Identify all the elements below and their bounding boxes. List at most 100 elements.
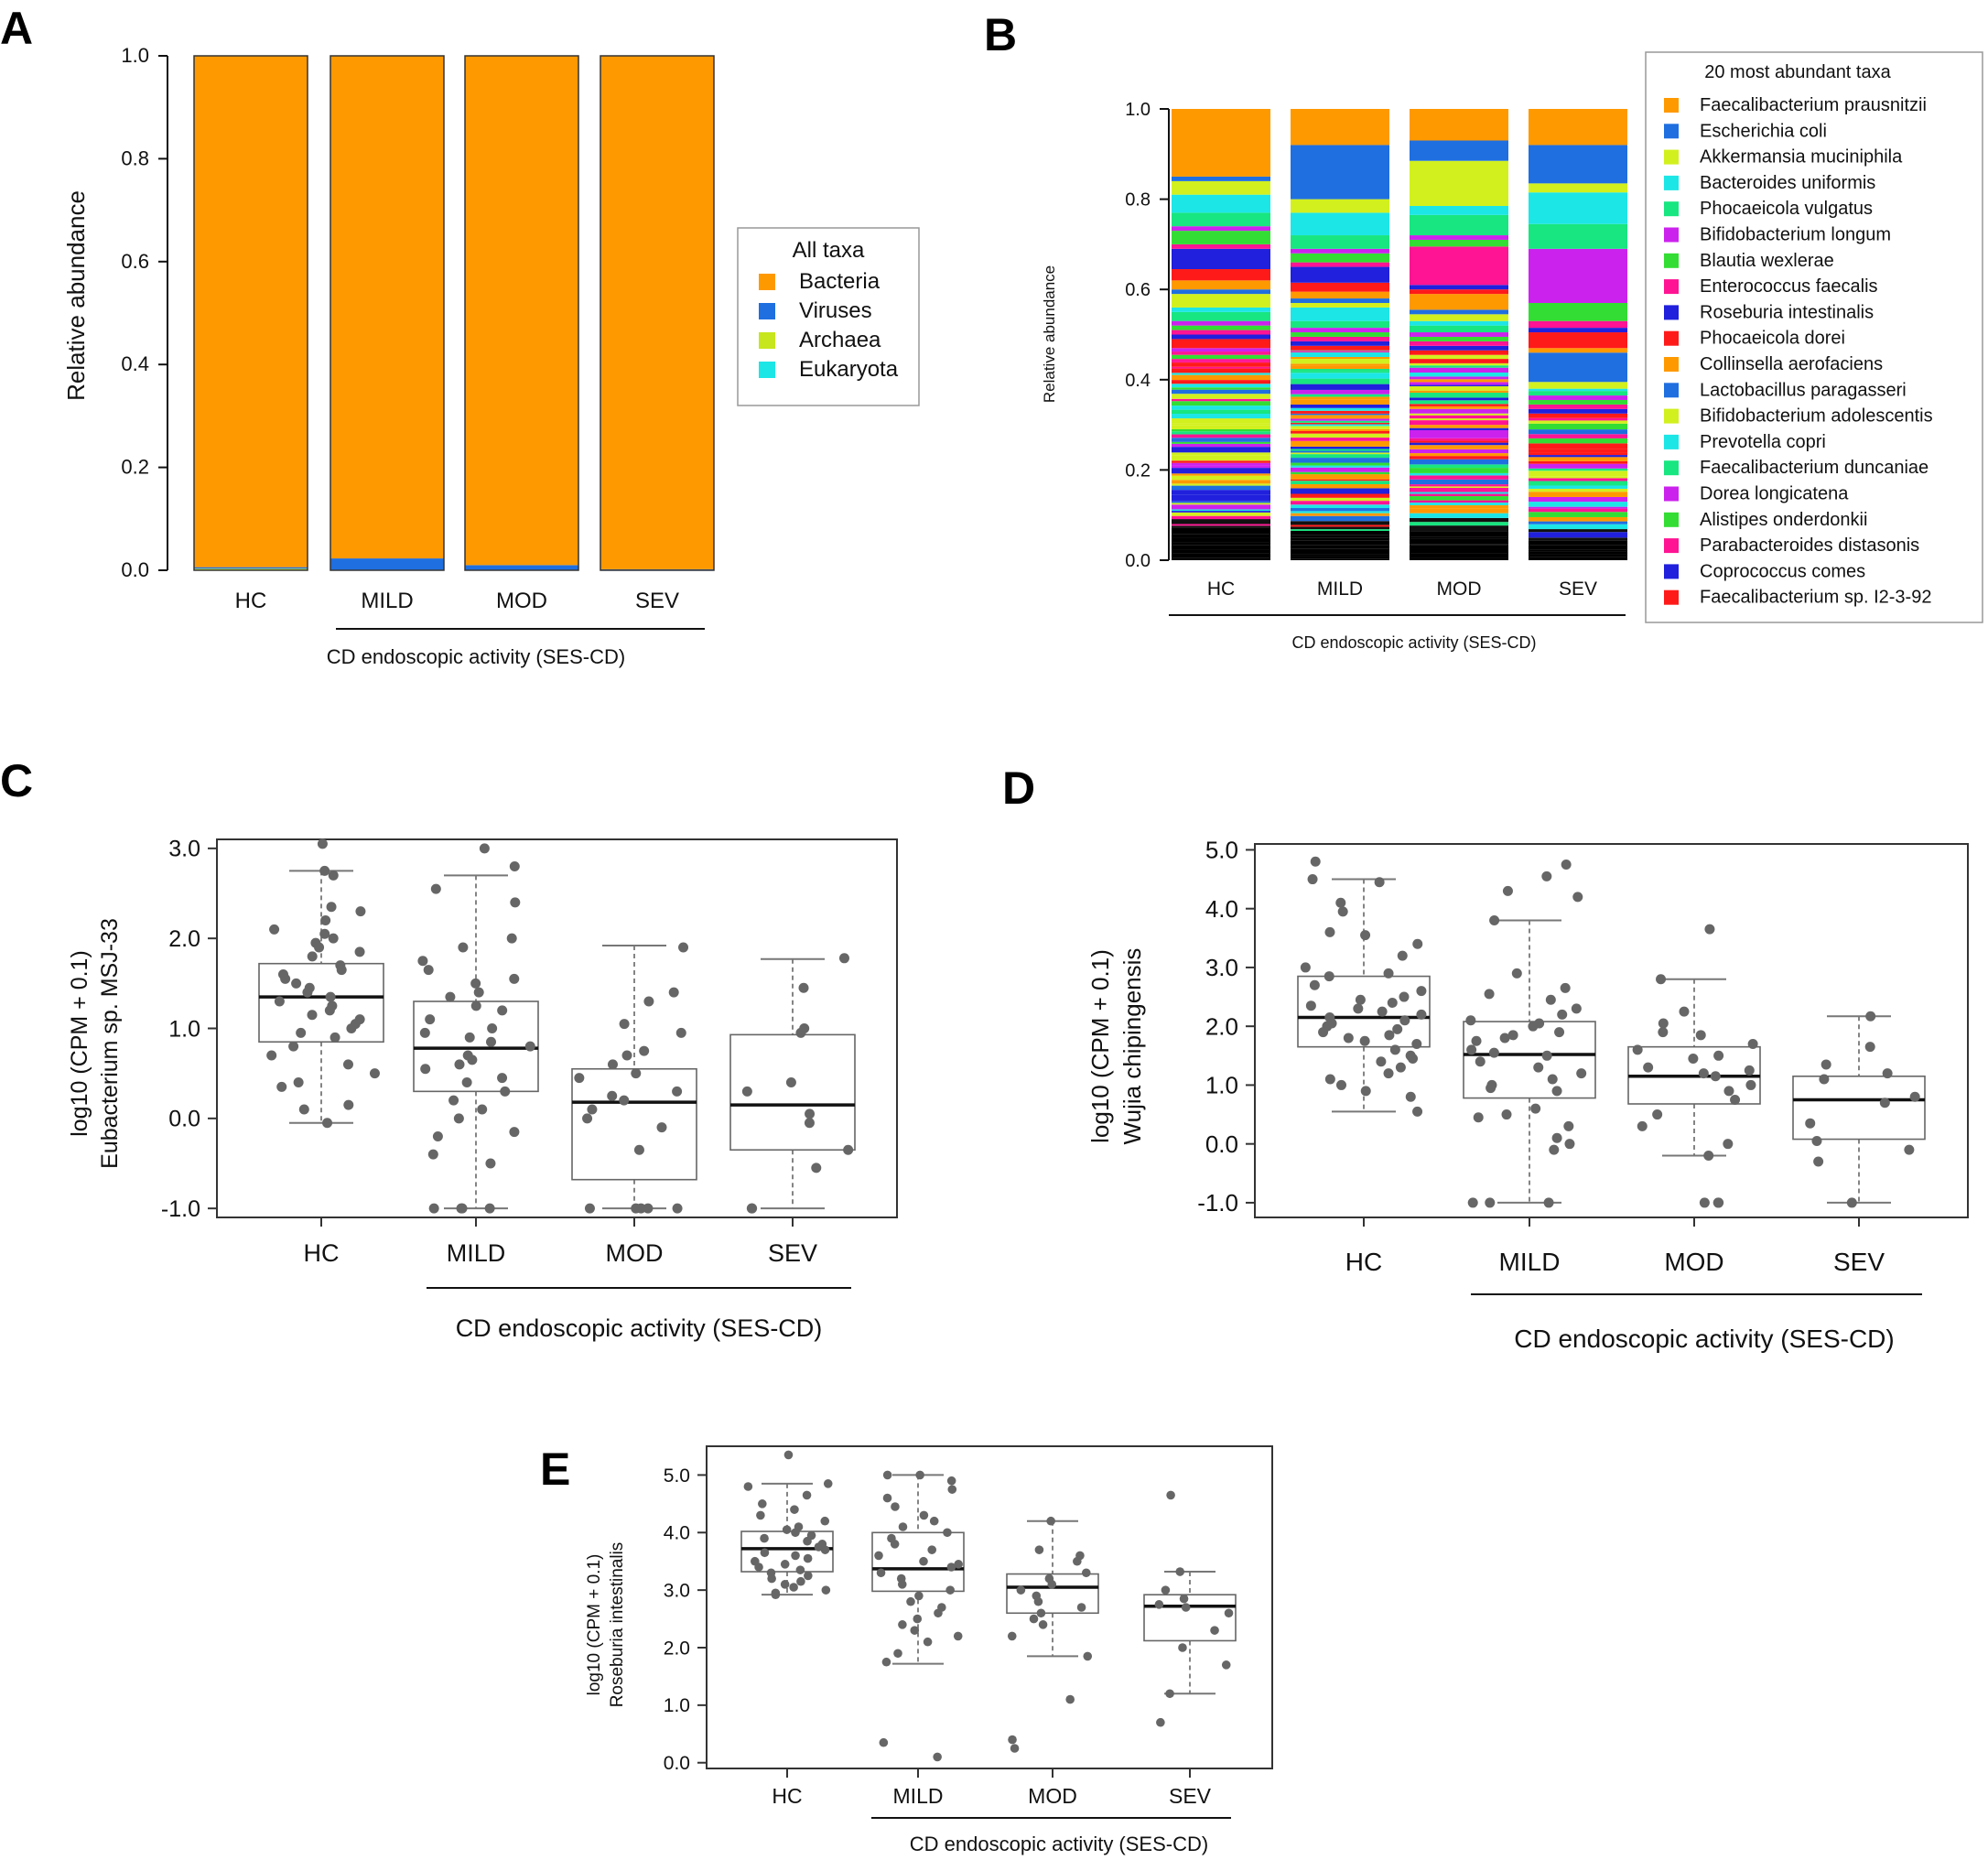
panel-c-data-point <box>524 1041 535 1052</box>
panel-b-other-segment <box>1291 446 1389 449</box>
panel-b-other-segment <box>1172 398 1270 402</box>
panel-b-y-tick-label: 0.0 <box>1125 551 1151 571</box>
panel-e-data-point <box>803 1536 812 1546</box>
panel-b-legend-swatch <box>1664 486 1679 502</box>
panel-d-data-point <box>1343 1033 1354 1044</box>
panel-d-data-point <box>1377 1006 1388 1017</box>
panel-c-data-point <box>811 1162 822 1173</box>
panel-b-other-segment <box>1172 525 1270 528</box>
panel-e-data-point <box>898 1522 908 1531</box>
panel-b-other-segment <box>1529 457 1627 461</box>
panel-b-other-segment <box>1291 426 1389 429</box>
panel-e-data-point <box>898 1620 907 1629</box>
panel-b-other-segment <box>1172 462 1270 466</box>
panel-b-bar-segment <box>1529 348 1627 353</box>
panel-b-other-segment <box>1172 384 1270 388</box>
panel-d-data-point <box>1485 1197 1496 1208</box>
panel-c-data-point <box>747 1203 758 1214</box>
panel-a-legend: All taxa Bacteria Viruses Archaea Eukaryota <box>737 227 920 406</box>
panel-b-other-segment <box>1410 557 1508 560</box>
panel-d-y-tick-label: -1.0 <box>1197 1189 1238 1217</box>
panel-b-other-segment <box>1529 488 1627 492</box>
panel-a-bar-segment <box>600 568 714 570</box>
panel-b-other-segment <box>1410 404 1508 406</box>
panel-e-data-point <box>945 1585 955 1595</box>
panel-c-data-point <box>419 1027 430 1038</box>
panel-b-bar-segment <box>1172 176 1270 181</box>
panel-d-data-point <box>1324 971 1334 982</box>
panel-c-data-point <box>330 1032 340 1043</box>
panel-b-other-segment <box>1529 537 1627 541</box>
panel-e-data-point <box>906 1596 915 1606</box>
panel-c-data-point <box>838 953 849 964</box>
panel-c-data-point <box>458 942 469 953</box>
panel-b-other-segment <box>1529 502 1627 507</box>
panel-b-bar-segment <box>1529 302 1627 321</box>
panel-b-other-segment <box>1172 512 1270 516</box>
panel-b-bar-segment <box>1172 194 1270 213</box>
panel-b-category-label: MOD <box>1437 579 1482 600</box>
panel-b-other-segment <box>1291 465 1389 468</box>
panel-e-y-tick-label: 4.0 <box>664 1523 690 1544</box>
panel-b-other-segment <box>1291 524 1389 527</box>
panel-d-data-point <box>1528 1021 1539 1032</box>
panel-e-data-point <box>1156 1717 1165 1727</box>
panel-c-data-point <box>843 1144 854 1155</box>
panel-b-legend-box <box>1645 51 1983 623</box>
panel-b-other-segment <box>1410 456 1508 460</box>
panel-b-bar-segment <box>1410 332 1508 337</box>
panel-b-other-segment <box>1291 533 1389 535</box>
panel-c-data-point <box>320 915 331 925</box>
panel-b-other-segment <box>1529 470 1627 477</box>
panel-d-data-point <box>1564 1139 1575 1150</box>
panel-e-data-point <box>1046 1516 1055 1526</box>
panel-c-data-point <box>631 1068 642 1079</box>
panel-c-data-point <box>317 838 328 849</box>
panel-d-data-point <box>1747 1038 1758 1049</box>
panel-b-bar-segment <box>1172 226 1270 232</box>
panel-c-category-label: SEV <box>768 1239 817 1267</box>
panel-b-other-segment <box>1410 438 1508 441</box>
panel-b-other-segment <box>1291 351 1389 352</box>
panel-b-other-segment <box>1529 455 1627 458</box>
panel-d-data-point <box>1879 1098 1890 1108</box>
panel-d-data-point <box>1383 1068 1394 1079</box>
panel-b-other-segment <box>1291 493 1389 498</box>
panel-d-data-point <box>1643 1062 1654 1073</box>
panel-b-other-segment <box>1172 553 1270 558</box>
panel-a-legend-items: Bacteria Viruses Archaea Eukaryota <box>759 269 899 382</box>
panel-b-other-segment <box>1291 556 1389 559</box>
panel-b-other-segment <box>1410 385 1508 391</box>
panel-c-data-point <box>619 1019 630 1030</box>
panel-e-data-point <box>1033 1596 1043 1606</box>
panel-b-other-segment <box>1291 357 1389 360</box>
panel-c-data-point <box>314 942 325 953</box>
panel-b-other-segment <box>1172 524 1270 526</box>
panel-c-data-point <box>633 1144 644 1155</box>
panel-e-data-point <box>882 1470 892 1480</box>
panel-d-data-point <box>1821 1059 1831 1070</box>
panel-b-other-segment <box>1291 481 1389 485</box>
panel-c-plot: -1.0 0.0 1.0 2.0 3.0 HC MILD MOD SEV <box>161 837 898 1267</box>
panel-d-data-point <box>1376 1056 1387 1067</box>
panel-c-data-point <box>464 1032 475 1043</box>
panel-b-y-tick-label: 0.2 <box>1125 460 1151 481</box>
panel-b-other-segment <box>1410 432 1508 438</box>
panel-c-data-point <box>467 1054 478 1065</box>
panel-d-box <box>1792 1075 1926 1141</box>
panel-d-data-point <box>1324 926 1335 937</box>
panel-b-bar-segment <box>1291 345 1389 351</box>
panel-c-data-point <box>428 1203 439 1214</box>
panel-d-y-tick-label: 5.0 <box>1205 837 1238 864</box>
panel-b-legend-label: Prevotella copri <box>1700 432 1826 452</box>
panel-b-other-segment <box>1291 554 1389 557</box>
panel-b-other-segment <box>1291 373 1389 379</box>
panel-b-bar-segment <box>1291 307 1389 321</box>
panel-d-data-point <box>1305 1000 1316 1011</box>
panel-b-bar-segment <box>1291 212 1389 236</box>
panel-a-bar-segment <box>194 56 308 568</box>
panel-c-data-point <box>302 987 313 998</box>
panel-b-other-segment <box>1410 522 1508 526</box>
panel-b-other-segment <box>1291 529 1389 531</box>
panel-d-data-point <box>1576 1068 1587 1079</box>
